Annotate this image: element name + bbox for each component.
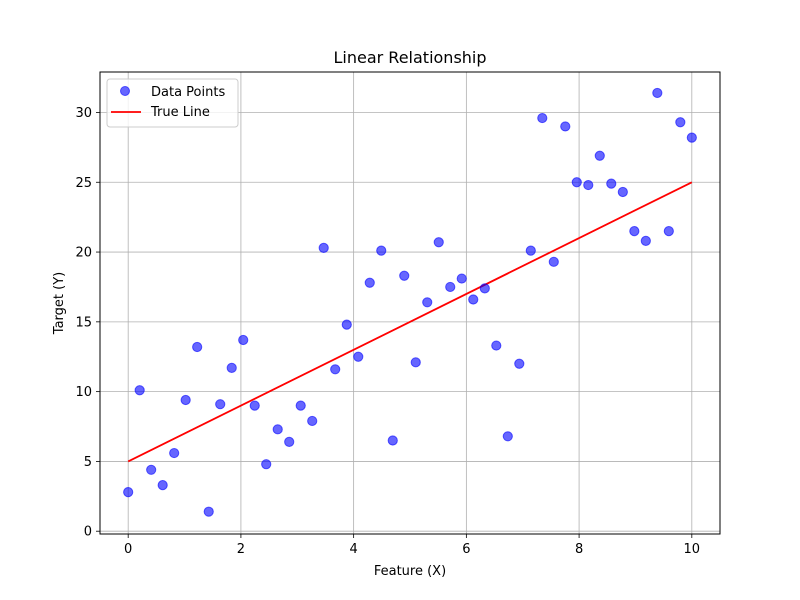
x-tick-label: 10 bbox=[684, 542, 701, 557]
data-point bbox=[548, 256, 559, 267]
true-line bbox=[127, 181, 693, 463]
data-point bbox=[307, 415, 318, 427]
data-point bbox=[249, 400, 260, 411]
data-point bbox=[606, 178, 617, 189]
data-point bbox=[479, 283, 490, 294]
y-tick-label: 10 bbox=[75, 385, 92, 400]
data-point bbox=[192, 341, 203, 353]
data-point bbox=[134, 385, 145, 396]
data-point bbox=[146, 464, 157, 475]
data-point bbox=[525, 245, 536, 256]
plot-frame bbox=[99, 71, 721, 535]
legend: Data Points True Line bbox=[106, 78, 239, 128]
true-line-series bbox=[127, 181, 693, 463]
data-points-series bbox=[123, 87, 697, 517]
data-point bbox=[203, 506, 214, 517]
data-point bbox=[295, 400, 306, 411]
data-point bbox=[433, 237, 444, 248]
data-point bbox=[399, 270, 410, 281]
y-tick-label: 0 bbox=[84, 525, 92, 540]
data-point bbox=[663, 226, 674, 237]
data-point bbox=[675, 117, 686, 128]
y-tick-label: 15 bbox=[75, 315, 92, 330]
data-point bbox=[594, 150, 605, 161]
data-point bbox=[456, 273, 467, 284]
data-point bbox=[514, 358, 525, 369]
legend-marker-data-points bbox=[120, 86, 130, 96]
data-point bbox=[261, 459, 272, 470]
legend-label-data-points: Data Points bbox=[151, 85, 225, 100]
x-tick-label: 8 bbox=[575, 542, 583, 557]
legend-box bbox=[106, 78, 239, 128]
data-point bbox=[491, 340, 502, 351]
data-point bbox=[376, 245, 387, 256]
x-tick-label: 6 bbox=[462, 542, 470, 557]
data-point bbox=[410, 357, 421, 368]
x-tick-label: 0 bbox=[124, 542, 132, 557]
data-point bbox=[215, 399, 226, 410]
data-point bbox=[238, 334, 249, 346]
data-point bbox=[583, 179, 594, 191]
data-point bbox=[330, 364, 341, 375]
data-point bbox=[272, 424, 283, 435]
data-point bbox=[617, 186, 628, 198]
data-point bbox=[353, 351, 364, 362]
data-point bbox=[445, 281, 456, 293]
grid bbox=[100, 72, 720, 534]
data-point bbox=[169, 447, 180, 459]
data-point bbox=[387, 435, 398, 446]
data-point bbox=[318, 242, 329, 253]
data-point bbox=[180, 394, 191, 406]
data-point bbox=[629, 226, 640, 237]
x-axis-label: Feature (X) bbox=[374, 564, 446, 579]
y-tick-label: 20 bbox=[75, 246, 92, 261]
data-point bbox=[226, 362, 237, 374]
legend-label-true-line: True Line bbox=[150, 105, 210, 120]
data-point bbox=[652, 87, 663, 99]
y-tick-label: 25 bbox=[75, 176, 92, 191]
y-tick-label: 30 bbox=[75, 106, 92, 121]
axis-ticks: 0 2 4 6 8 10 0 5 10 15 20 25 30 bbox=[75, 106, 700, 557]
data-point bbox=[341, 319, 352, 330]
data-point bbox=[123, 487, 134, 498]
y-axis-label: Target (Y) bbox=[52, 272, 67, 335]
data-point bbox=[537, 112, 548, 124]
y-tick-label: 5 bbox=[84, 455, 92, 470]
data-point bbox=[502, 431, 513, 442]
data-point bbox=[284, 436, 295, 447]
data-point bbox=[560, 121, 571, 132]
data-point bbox=[571, 177, 582, 188]
data-point bbox=[686, 132, 697, 143]
chart-title: Linear Relationship bbox=[333, 48, 486, 67]
x-tick-label: 4 bbox=[349, 542, 357, 557]
data-point bbox=[422, 297, 433, 308]
data-point bbox=[640, 235, 651, 246]
x-tick-label: 2 bbox=[237, 542, 245, 557]
data-point bbox=[364, 277, 375, 288]
data-point bbox=[157, 480, 168, 491]
data-point bbox=[468, 294, 479, 305]
